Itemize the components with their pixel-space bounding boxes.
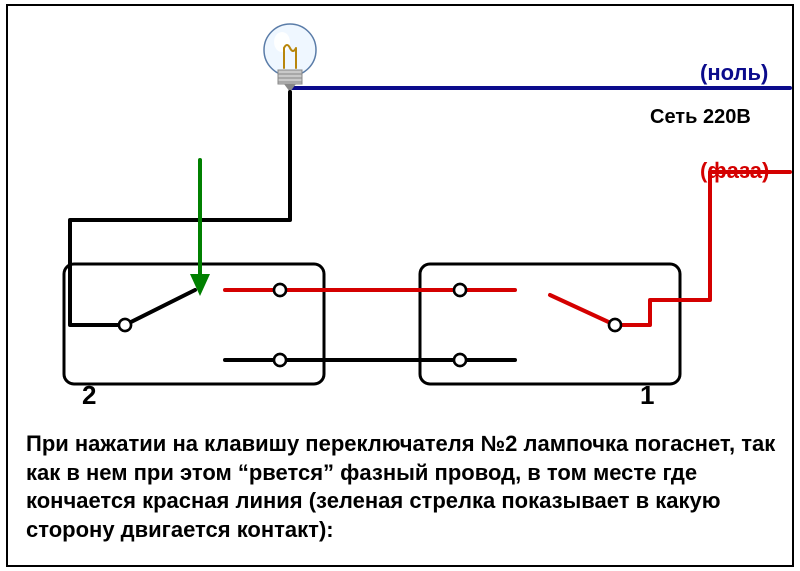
mains-label: Сеть 220В xyxy=(650,106,751,129)
switch2-number: 2 xyxy=(82,380,96,411)
phase-label: (фаза) xyxy=(700,158,769,184)
circuit-diagram xyxy=(0,0,800,425)
caption-text: При нажатии на клавишу переключателя №2 … xyxy=(26,430,776,544)
switch1-number: 1 xyxy=(640,380,654,411)
neutral-label: (ноль) xyxy=(700,60,768,86)
